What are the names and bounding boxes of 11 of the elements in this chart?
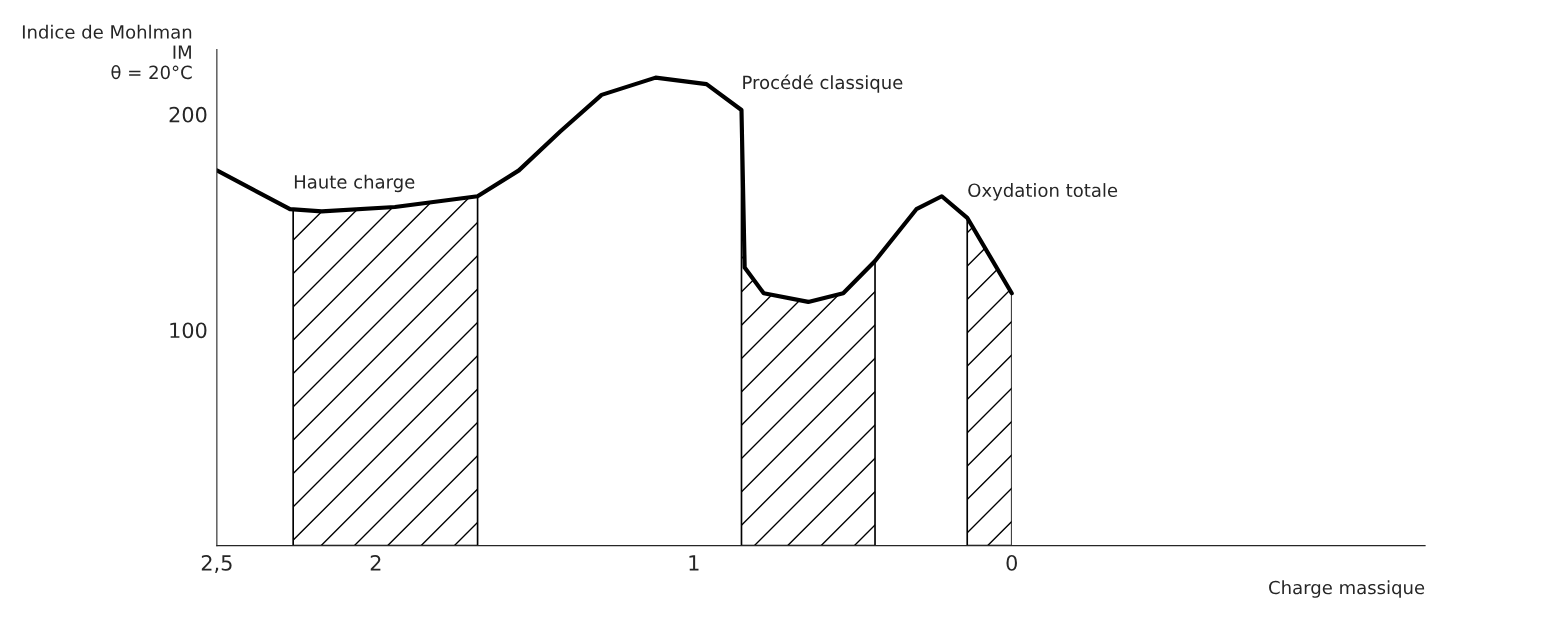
x-tick-label: 1: [689, 555, 699, 571]
x-tick-label: 2: [370, 555, 381, 571]
band-label: Haute charge: [294, 174, 415, 193]
x-axis-title: Charge massique: [1269, 580, 1425, 598]
x-tick-label: 2,5: [201, 555, 232, 573]
y-axis-title: Indice de Mohlman IM θ = 20°C: [22, 24, 192, 80]
y-tick-label: 200: [169, 106, 207, 123]
y-tick-label: 100: [170, 322, 207, 339]
band-label: Oxydation totale: [968, 183, 1118, 201]
band-label: Procédé classique: [743, 74, 903, 93]
x-tick-label: 0: [1006, 555, 1017, 571]
